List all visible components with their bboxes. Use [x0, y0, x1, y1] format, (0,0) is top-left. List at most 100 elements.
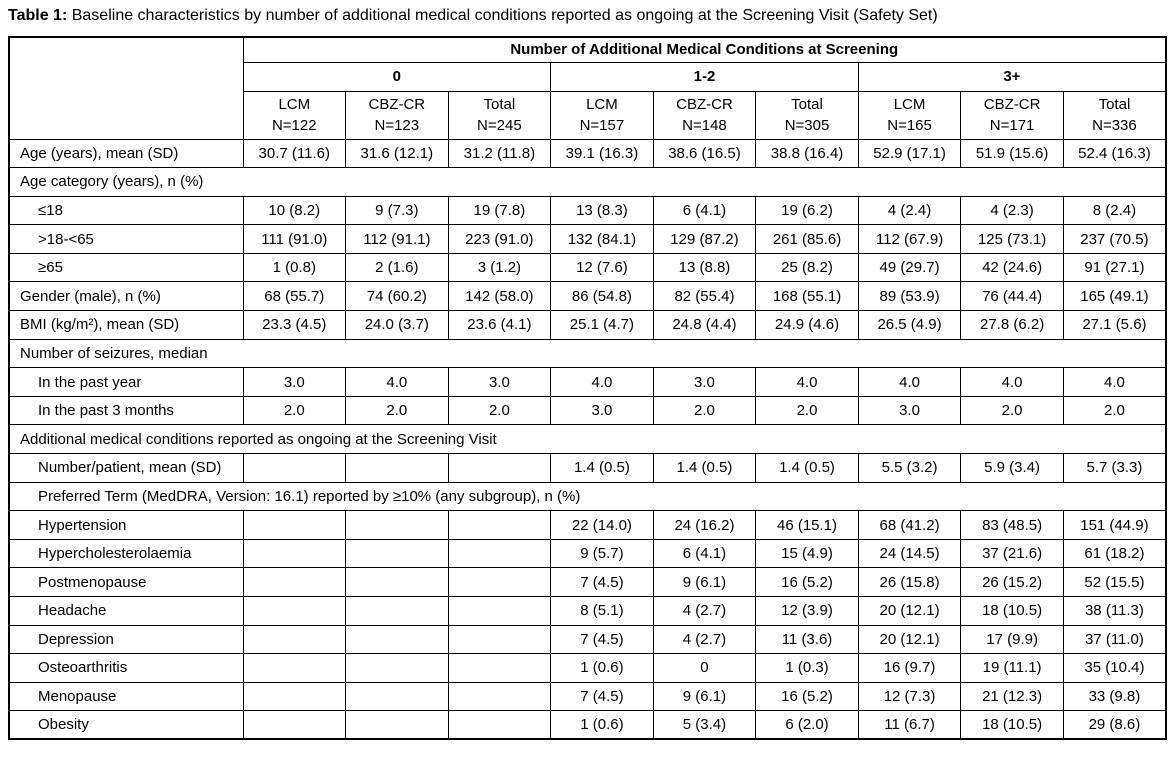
- cell-value: 20 (12.1): [857, 624, 962, 655]
- row-label: Preferred Term (MedDRA, Version: 16.1) r…: [8, 481, 1167, 512]
- cell-value: 2.0: [652, 395, 757, 426]
- cell-value: 7 (4.5): [550, 567, 654, 597]
- col-header-3plus-cbzcr: CBZ-CR N=171: [960, 90, 1064, 140]
- table-row: >18-<65 111 (91.0) 112 (91.1) 223 (91.0) 132…: [8, 224, 1167, 254]
- cell-value: 51.9 (15.6): [960, 138, 1064, 169]
- cell-value: 129 (87.2): [652, 224, 757, 254]
- row-label: ≤18: [8, 195, 244, 226]
- cell-value: 37 (11.0): [1062, 624, 1167, 655]
- cell-value: 52.9 (17.1): [857, 138, 962, 169]
- row-label: Number of seizures, median: [8, 338, 1167, 369]
- cell-value: 132 (84.1): [550, 224, 654, 254]
- table-row: ≤18 10 (8.2) 9 (7.3) 19 (7.8) 13 (8.3) 6 (4.1…: [8, 195, 1167, 226]
- cell-value: 83 (48.5): [960, 510, 1064, 540]
- cell-value: 2 (1.6): [345, 252, 449, 283]
- cell-value: [447, 538, 552, 569]
- cell-value: 74 (60.2): [345, 281, 449, 312]
- section-row: Preferred Term (MedDRA, Version: 16.1) r…: [8, 481, 1167, 512]
- cell-value: [345, 681, 449, 712]
- row-label: >18-<65: [8, 224, 244, 254]
- cell-value: 3.0: [550, 395, 654, 426]
- cell-value: 27.8 (6.2): [960, 310, 1064, 340]
- row-label: In the past 3 months: [8, 395, 244, 426]
- cell-value: 4 (2.4): [857, 195, 962, 226]
- cell-value: 23.3 (4.5): [242, 310, 347, 340]
- cell-value: 26.5 (4.9): [857, 310, 962, 340]
- arm-label: LCM: [893, 96, 926, 113]
- cell-value: 21 (12.3): [960, 681, 1064, 712]
- cell-value: [447, 596, 552, 626]
- col-header-3plus-lcm: LCM N=165: [857, 90, 962, 140]
- cell-value: 223 (91.0): [447, 224, 552, 254]
- cell-value: 237 (70.5): [1062, 224, 1167, 254]
- row-label: Age category (years), n (%): [8, 167, 1167, 197]
- cell-value: 13 (8.3): [550, 195, 654, 226]
- row-label: Depression: [8, 624, 244, 655]
- cell-value: 52.4 (16.3): [1062, 138, 1167, 169]
- cell-value: 165 (49.1): [1062, 281, 1167, 312]
- cell-value: 9 (6.1): [652, 567, 757, 597]
- cell-value: 12 (3.9): [755, 596, 859, 626]
- row-label: Additional medical conditions reported a…: [8, 424, 1167, 455]
- row-label: Hypercholesterolaemia: [8, 538, 244, 569]
- cell-value: 5.7 (3.3): [1062, 453, 1167, 483]
- cell-value: 16 (5.2): [755, 567, 859, 597]
- cell-value: 2.0: [960, 395, 1064, 426]
- row-label: Headache: [8, 596, 244, 626]
- cell-value: 22 (14.0): [550, 510, 654, 540]
- arm-n: N=165: [887, 117, 932, 134]
- cell-value: 18 (10.5): [960, 596, 1064, 626]
- cell-value: 142 (58.0): [447, 281, 552, 312]
- cell-value: 125 (73.1): [960, 224, 1064, 254]
- cell-value: 24.8 (4.4): [652, 310, 757, 340]
- cell-value: 35 (10.4): [1062, 653, 1167, 683]
- cell-value: 4 (2.7): [652, 624, 757, 655]
- arm-label: Total: [1098, 96, 1131, 113]
- cell-value: 5.5 (3.2): [857, 453, 962, 483]
- col-header-0-lcm: LCM N=122: [242, 90, 347, 140]
- cell-value: 16 (5.2): [755, 681, 859, 712]
- group-header-3plus: 3+: [857, 61, 1167, 92]
- cell-value: 3.0: [857, 395, 962, 426]
- cell-value: [345, 596, 449, 626]
- cell-value: 3.0: [447, 367, 552, 397]
- group-header-0: 0: [242, 61, 552, 92]
- cell-value: 1 (0.6): [550, 710, 654, 740]
- row-label: Age (years), mean (SD): [8, 138, 244, 169]
- table-row: In the past 3 months 2.0 2.0 2.0 3.0 2.0 2.0 3.…: [8, 395, 1167, 426]
- cell-value: 5 (3.4): [652, 710, 757, 740]
- cell-value: 12 (7.3): [857, 681, 962, 712]
- cell-value: 1.4 (0.5): [652, 453, 757, 483]
- cell-value: [447, 567, 552, 597]
- cell-value: 18 (10.5): [960, 710, 1064, 740]
- cell-value: 24.9 (4.6): [755, 310, 859, 340]
- arm-n: N=157: [579, 117, 625, 134]
- col-header-1-2-cbzcr: CBZ-CR N=148: [652, 90, 757, 140]
- row-label: Osteoarthritis: [8, 653, 244, 683]
- cell-value: 261 (85.6): [755, 224, 859, 254]
- cell-value: 3.0: [652, 367, 757, 397]
- table-row: Depression 7 (4.5) 4 (2.7) 11 (3.6) 20 (12.1…: [8, 624, 1167, 655]
- section-row: Additional medical conditions reported a…: [8, 424, 1167, 455]
- table-body: Age (years), mean (SD) 30.7 (11.6) 31.6 (1…: [8, 138, 1167, 740]
- cell-value: 37 (21.6): [960, 538, 1064, 569]
- table-row: Age (years), mean (SD) 30.7 (11.6) 31.6 (1…: [8, 138, 1167, 169]
- cell-value: 4.0: [857, 367, 962, 397]
- row-label: Obesity: [8, 710, 244, 740]
- cell-value: [447, 710, 552, 740]
- cell-value: 26 (15.2): [960, 567, 1064, 597]
- cell-value: [242, 510, 347, 540]
- cell-value: 46 (15.1): [755, 510, 859, 540]
- cell-value: 30.7 (11.6): [242, 138, 347, 169]
- cell-value: 6 (2.0): [755, 710, 859, 740]
- cell-value: [345, 567, 449, 597]
- col-header-0-cbzcr: CBZ-CR N=123: [345, 90, 449, 140]
- cell-value: 1 (0.3): [755, 653, 859, 683]
- cell-value: 168 (55.1): [755, 281, 859, 312]
- cell-value: 4.0: [345, 367, 449, 397]
- cell-value: 4.0: [1062, 367, 1167, 397]
- table-row: Hypercholesterolaemia 9 (5.7) 6 (4.1) 15 (4…: [8, 538, 1167, 569]
- cell-value: 8 (5.1): [550, 596, 654, 626]
- cell-value: 38 (11.3): [1062, 596, 1167, 626]
- cell-value: [242, 681, 347, 712]
